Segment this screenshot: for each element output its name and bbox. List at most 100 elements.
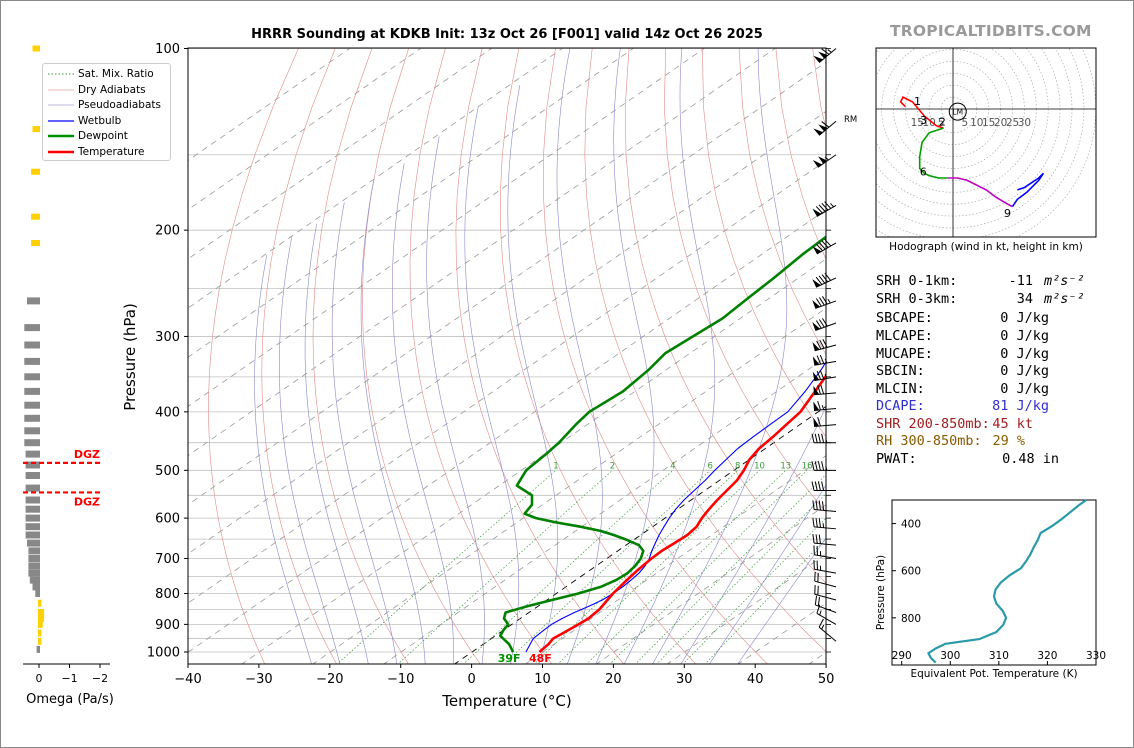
wind-barb-full [812, 500, 815, 510]
wind-barb [813, 417, 837, 428]
wind-barb [812, 370, 837, 382]
dry-adiabat [312, 48, 409, 664]
theta-e-plot: 290 300 310 320 330 400 600 800 Equivalent Pot. … [875, 499, 1106, 680]
wind-barb-full [816, 340, 822, 350]
lm-label: LM [952, 108, 963, 117]
moist-adiabat [304, 223, 369, 664]
y-tick-label: 300 [155, 330, 180, 345]
surface-temperature-label: 48F [529, 652, 552, 665]
isotherm-line [453, 405, 826, 664]
omega-bar [25, 472, 40, 479]
wind-barb-full [814, 433, 818, 443]
dry-adiabat [499, 48, 697, 664]
mixing-ratio-line [557, 470, 760, 664]
dry-adiabat [663, 48, 826, 513]
mixing-ratio-line [682, 517, 826, 664]
moist-adiabat [278, 236, 341, 664]
plot-frame [187, 47, 827, 665]
wind-barb-full [812, 533, 815, 544]
legend-item: Pseudoadiabats [47, 98, 161, 112]
omega-tick-label: 0 [36, 672, 43, 685]
wind-barb-staff [814, 593, 837, 601]
wind-barb [812, 296, 837, 309]
wind-barb-flag [818, 51, 828, 59]
hodograph-ring-label: 20 [994, 117, 1007, 129]
y-tick-label: 500 [155, 464, 180, 479]
wind-barb-full [817, 417, 821, 427]
wind-barb-full [821, 274, 829, 283]
wind-barb-full [817, 400, 821, 411]
wind-barb-flag [813, 385, 820, 395]
wind-barb-staff [815, 300, 837, 309]
moist-adiabat [391, 163, 455, 664]
wind-barb-flag [812, 246, 822, 254]
moist-adiabat [254, 255, 312, 664]
omega-bar [24, 373, 40, 381]
wind-barb [812, 272, 837, 288]
x-tick-label: −20 [316, 672, 343, 687]
wind-barb-half [819, 610, 822, 616]
watermark: TROPICALTIDBITS.COM [890, 22, 1092, 40]
wind-barb [814, 571, 837, 588]
wind-barb-full [818, 297, 825, 306]
stat-shear: SHR 200-850mb: 45 kt [876, 416, 1033, 432]
stat-mlcape: MLCAPE: 0 J/kg [876, 328, 1049, 344]
moist-adiabat [360, 179, 426, 664]
hodograph-ring-label: 5 [962, 117, 969, 129]
omega-bar [24, 341, 40, 349]
surface-dewpoint-label: 39F [498, 652, 521, 665]
hodograph-height-label: 2 [939, 116, 946, 129]
wind-barb-full [817, 596, 821, 607]
wind-barb-staff [818, 626, 837, 642]
moist-adiabat [464, 106, 520, 664]
omega-bar [28, 569, 40, 577]
wind-barb-full [818, 319, 825, 328]
wind-barb-staff [814, 554, 837, 560]
omega-axis-label: Omega (Pa/s) [26, 692, 114, 707]
stat-sbcape: SBCAPE: 0 J/kg [876, 310, 1049, 326]
y-tick-label: 600 [155, 512, 180, 527]
omega-bar [38, 620, 43, 628]
legend-swatch [48, 104, 74, 106]
omega-bar [25, 450, 40, 458]
isotherm-line [241, 258, 826, 664]
legend: Sat. Mix. Ratio Dry Adiabats Pseudoadiabat… [42, 63, 171, 161]
lm-marker [948, 102, 967, 121]
wind-barb-full [814, 481, 818, 491]
wetbulb-trace [525, 360, 826, 653]
hodograph-ring-label: 10 [970, 117, 983, 129]
omega-bar [25, 505, 40, 513]
omega-bar [38, 609, 45, 616]
wind-barb-staff [816, 242, 837, 255]
omega-bar [38, 629, 42, 637]
wind-barb [813, 48, 837, 64]
mixing-ratio-label: 4 [670, 461, 675, 471]
x-tick-label: −10 [387, 672, 414, 687]
moist-adiabat [556, 48, 603, 664]
legend-swatch [48, 134, 74, 138]
legend-label: Dewpoint [78, 130, 128, 142]
theta-e-x-tick-label: 320 [1037, 650, 1057, 662]
hodograph-frame [875, 47, 1097, 238]
legend-swatch [48, 150, 74, 153]
x-tick-label: 20 [605, 672, 622, 687]
wind-barb-full [812, 517, 815, 527]
isotherm-line [383, 356, 826, 664]
wind-barb [812, 339, 837, 352]
wind-barb-full [821, 461, 825, 471]
moist-adiabat [737, 537, 826, 664]
legend-item: Wetbulb [47, 114, 121, 128]
mixing-ratio-label: 6 [707, 461, 712, 471]
wind-barb-full [811, 461, 815, 471]
moist-adiabat [426, 136, 485, 664]
theta-e-trace [926, 499, 1087, 664]
theta-e-y-label: Pressure (hPa) [875, 555, 887, 630]
wind-barb [812, 201, 837, 217]
theta-e-y-tick-label: 800 [901, 613, 921, 625]
theta-e-y-tick-label: 600 [901, 566, 921, 578]
wind-barb-full [816, 604, 821, 614]
wind-barb [813, 545, 837, 560]
omega-bar [28, 562, 40, 570]
wind-barb-full [818, 242, 826, 250]
hodograph-caption: Hodograph (wind in kt, height in km) [889, 241, 1083, 253]
